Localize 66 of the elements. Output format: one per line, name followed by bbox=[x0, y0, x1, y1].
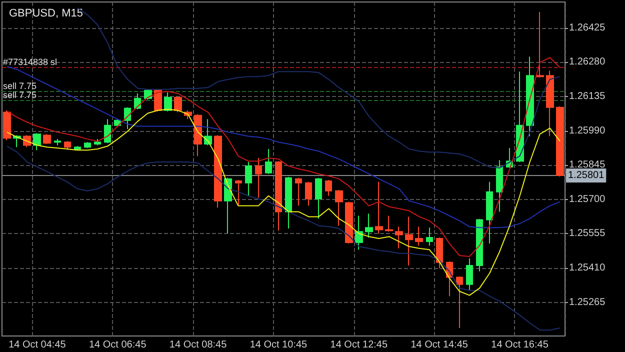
ref-line-label: sell 7.75 bbox=[3, 80, 37, 91]
candlestick bbox=[476, 218, 483, 272]
candlestick bbox=[426, 227, 433, 246]
candlestick bbox=[255, 157, 262, 198]
candlestick bbox=[315, 177, 322, 220]
chart-title: GBPUSD, M15 bbox=[9, 8, 83, 20]
candlestick bbox=[275, 160, 282, 232]
candlestick bbox=[345, 201, 353, 244]
candlestick bbox=[235, 180, 242, 206]
candlestick bbox=[64, 140, 71, 150]
candlestick bbox=[556, 106, 564, 177]
candlestick bbox=[3, 110, 11, 141]
candlestick bbox=[74, 146, 81, 151]
line-series bbox=[6, 146, 560, 331]
ref-line-label: #77314838 sl bbox=[3, 57, 58, 68]
x-tick-label: 14 Oct 14:45 bbox=[410, 340, 468, 350]
candlestick bbox=[375, 181, 383, 234]
candlestick bbox=[214, 134, 222, 208]
candlestick bbox=[325, 180, 332, 196]
candlestick bbox=[385, 215, 393, 232]
x-tick-label: 14 Oct 10:45 bbox=[250, 340, 308, 350]
candlestick bbox=[536, 11, 544, 78]
candlestick bbox=[466, 258, 473, 291]
x-tick-label: 14 Oct 08:45 bbox=[169, 340, 228, 350]
y-tick-label: 1.26425 bbox=[569, 22, 606, 34]
x-tick-label: 14 Oct 06:45 bbox=[88, 340, 147, 350]
candlestick bbox=[355, 215, 363, 250]
y-tick-label: 1.25990 bbox=[569, 125, 606, 136]
candlestick bbox=[154, 89, 162, 112]
y-tick-label: 1.26280 bbox=[569, 56, 606, 68]
y-tick-label: 1.26135 bbox=[569, 90, 606, 102]
candlestick bbox=[395, 226, 403, 249]
candlestick bbox=[194, 114, 202, 157]
candlestick bbox=[305, 181, 312, 206]
candlestick bbox=[265, 148, 272, 174]
candlestick bbox=[43, 134, 51, 145]
y-tick-label: 1.25700 bbox=[569, 194, 606, 205]
candlestick bbox=[436, 237, 443, 269]
x-tick-label: 14 Oct 16:45 bbox=[491, 340, 549, 350]
ref-line-label: 1.25801 bbox=[568, 170, 605, 182]
y-tick-label: 1.25265 bbox=[569, 296, 606, 308]
candlestick bbox=[245, 162, 252, 196]
candlestick bbox=[415, 226, 423, 246]
y-tick-label: 1.25555 bbox=[569, 228, 606, 240]
y-tick-label: 1.25410 bbox=[569, 262, 606, 274]
candlestick bbox=[486, 181, 493, 244]
candlestick bbox=[54, 138, 61, 146]
candlestick bbox=[546, 70, 554, 137]
candlestick bbox=[33, 132, 41, 151]
y-tick-label: 1.25845 bbox=[569, 160, 606, 171]
candlestick bbox=[405, 216, 413, 266]
candlestick bbox=[456, 276, 463, 328]
x-tick-label: 14 Oct 12:45 bbox=[330, 340, 388, 350]
candlestick bbox=[295, 177, 302, 206]
candlestick bbox=[526, 56, 534, 137]
candlestick bbox=[365, 213, 373, 238]
candlestick bbox=[285, 176, 292, 230]
line-series bbox=[6, 108, 560, 296]
ref-line-label: sell 7.75 bbox=[3, 90, 37, 100]
candlestick bbox=[104, 118, 111, 144]
candlestick bbox=[496, 160, 503, 212]
candlestick bbox=[335, 189, 343, 226]
candlestick bbox=[174, 96, 182, 113]
candlestick bbox=[84, 142, 91, 149]
x-tick-label: 14 Oct 04:45 bbox=[8, 340, 66, 350]
candlestick bbox=[164, 92, 172, 112]
